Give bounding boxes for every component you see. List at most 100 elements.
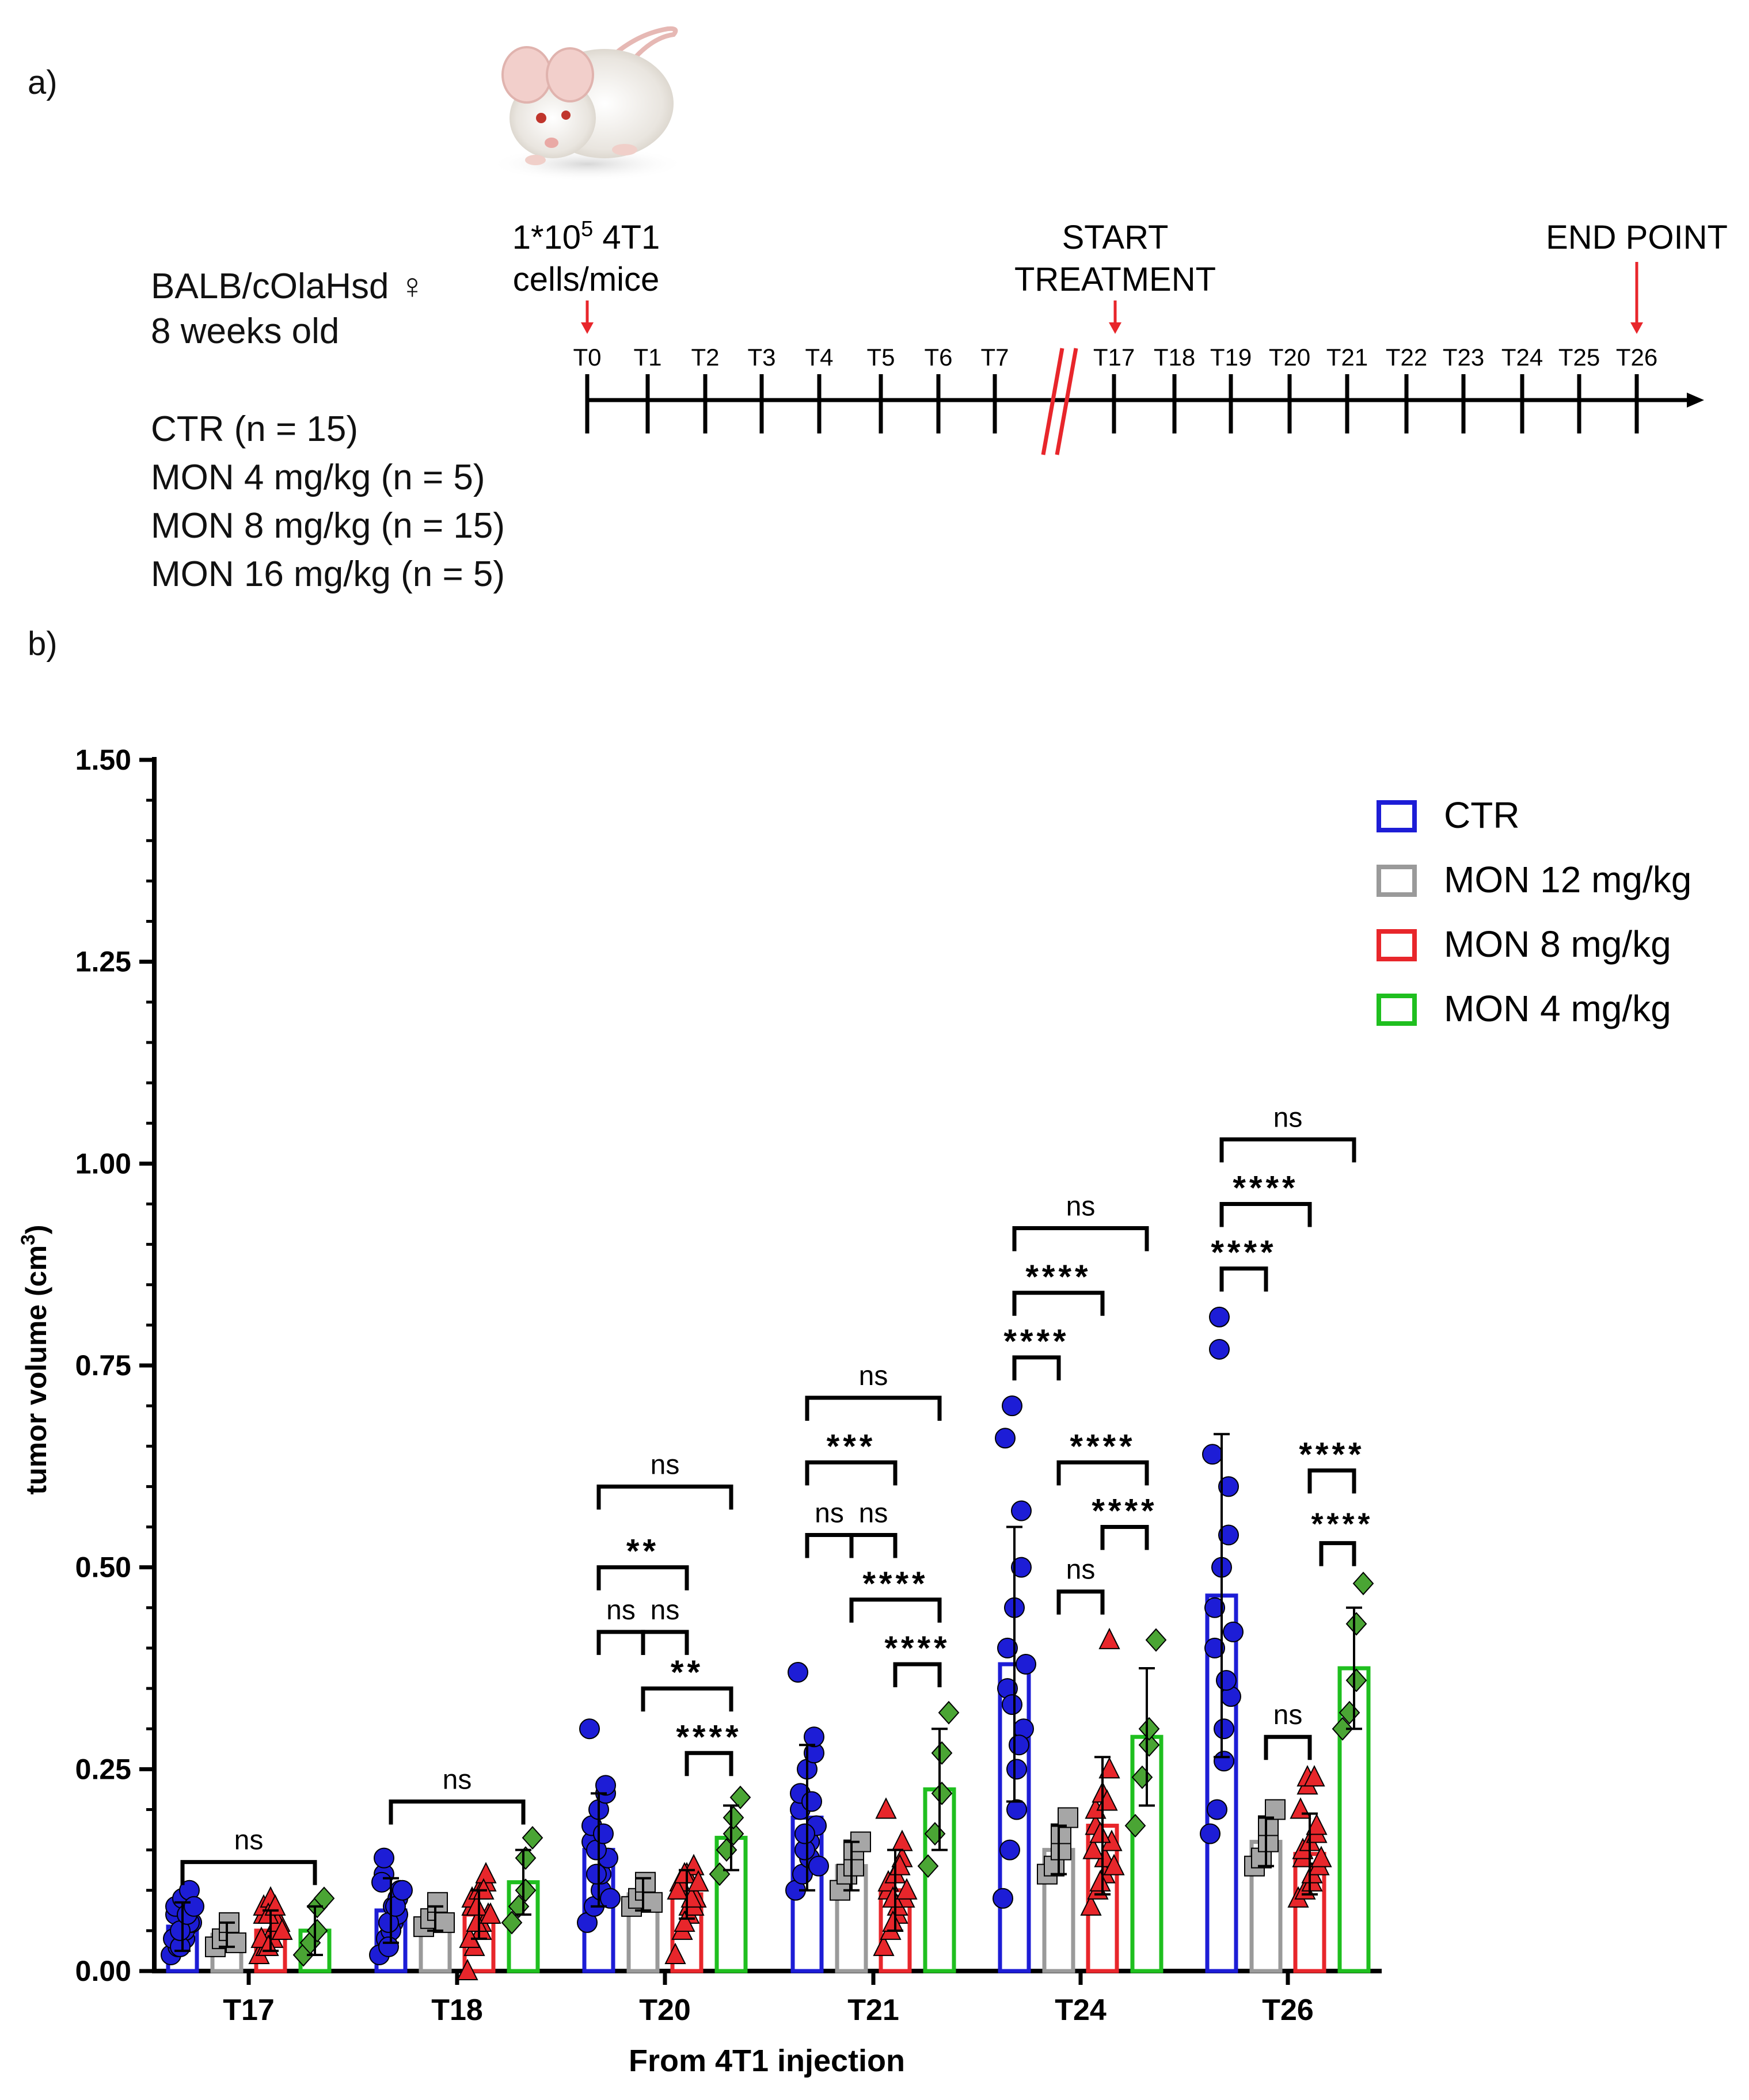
data-point — [1202, 1444, 1223, 1465]
significance-bracket — [805, 1460, 898, 1486]
data-point — [515, 1846, 537, 1870]
significance-bracket — [1056, 1589, 1105, 1615]
data-point — [1098, 1757, 1120, 1779]
red-arrowhead — [1630, 322, 1643, 334]
data-point — [1124, 1814, 1146, 1838]
significance-label: **** — [884, 1630, 950, 1667]
significance-label: ns — [1273, 1700, 1303, 1730]
data-point — [1345, 1612, 1367, 1636]
legend-label: CTR — [1444, 794, 1520, 836]
data-point — [1080, 1894, 1102, 1916]
significance-bracket — [389, 1799, 526, 1825]
data-point — [891, 1829, 913, 1851]
data-point — [896, 1878, 918, 1900]
significance-label: **** — [1299, 1436, 1364, 1473]
significance-label: ** — [626, 1533, 659, 1570]
data-point — [600, 1888, 621, 1909]
group-label: CTR (n = 15) — [151, 409, 359, 449]
significance-bracket — [1056, 1460, 1149, 1486]
timepoint-label: T19 — [1210, 344, 1252, 371]
legend-swatch — [1377, 800, 1417, 832]
significance-label: ns — [859, 1498, 888, 1529]
significance-label: ns — [443, 1764, 472, 1795]
data-point — [475, 1862, 497, 1884]
timepoint-label: T25 — [1558, 344, 1600, 371]
data-point — [931, 1781, 953, 1805]
data-point — [271, 1918, 293, 1940]
data-point — [515, 1878, 537, 1903]
data-point — [1290, 1797, 1311, 1819]
significance-label: *** — [827, 1428, 876, 1465]
timepoint-label: T21 — [1326, 344, 1368, 371]
panel-b-label: b) — [28, 625, 58, 663]
break-mark — [1055, 348, 1078, 455]
data-point — [1082, 1838, 1104, 1859]
data-point — [664, 1942, 686, 1964]
y-axis-label: tumor volume (cm3) — [17, 1225, 52, 1495]
data-point — [931, 1741, 953, 1765]
break-mark — [1041, 348, 1064, 455]
significance-bracket — [1264, 1734, 1312, 1760]
significance-label: **** — [1311, 1507, 1373, 1542]
significance-bracket — [1012, 1226, 1149, 1251]
data-point — [1223, 1621, 1244, 1642]
timeline-arrowhead — [1687, 393, 1704, 408]
significance-bracket — [1219, 1137, 1356, 1163]
data-point — [667, 1878, 689, 1900]
data-point — [466, 1894, 488, 1916]
data-point — [995, 1428, 1016, 1449]
red-arrowhead — [1109, 322, 1121, 334]
data-point — [674, 1910, 695, 1932]
significance-label: **** — [1211, 1234, 1276, 1272]
data-point — [794, 1823, 815, 1844]
data-point — [586, 1863, 607, 1885]
data-point — [1089, 1870, 1111, 1892]
red-arrowhead — [581, 322, 594, 334]
data-point — [378, 1936, 399, 1957]
significance-label: **** — [676, 1718, 742, 1756]
data-point — [1214, 1751, 1234, 1772]
data-point — [595, 1775, 616, 1796]
data-point — [1214, 1718, 1234, 1740]
significance-bracket — [641, 1686, 733, 1712]
significance-label: **** — [1025, 1258, 1091, 1296]
timepoint-label: T1 — [633, 344, 661, 371]
strain-label: BALB/cOlaHsd ♀ — [151, 267, 426, 306]
data-point — [808, 1855, 829, 1877]
data-point — [1345, 1668, 1367, 1692]
timepoint-label: T3 — [747, 344, 775, 371]
significance-label: ns — [1066, 1192, 1096, 1222]
data-point — [1207, 1799, 1227, 1820]
significance-bracket — [805, 1395, 942, 1421]
significance-bracket — [849, 1597, 942, 1623]
data-point — [1352, 1572, 1374, 1596]
significance-bracket — [1319, 1541, 1356, 1566]
legend-swatch — [1377, 994, 1417, 1026]
significance-bracket — [685, 1751, 733, 1776]
timepoint-label: T0 — [573, 344, 601, 371]
data-point — [313, 1886, 335, 1911]
timepoint-label: T22 — [1386, 344, 1427, 371]
data-point — [1332, 1717, 1353, 1741]
significance-label: **** — [1233, 1169, 1298, 1207]
data-point — [917, 1854, 939, 1878]
data-point — [729, 1785, 751, 1809]
data-point — [687, 1870, 709, 1892]
data-point — [457, 1958, 478, 1980]
legend-label: MON 4 mg/kg — [1444, 988, 1671, 1029]
significance-bracket — [1012, 1291, 1105, 1316]
data-point — [593, 1823, 614, 1844]
panel-a-label: a) — [28, 64, 58, 101]
y-tick-label: 0.50 — [75, 1551, 131, 1584]
y-tick-label: 1.25 — [75, 946, 131, 978]
treatment-label: TREATMENT — [1014, 261, 1216, 298]
data-point — [1002, 1395, 1022, 1417]
group-label: MON 4 mg/kg (n = 5) — [151, 458, 485, 497]
data-point — [999, 1839, 1020, 1861]
data-point — [875, 1797, 897, 1819]
end-point-label: END POINT — [1546, 219, 1728, 256]
data-point — [480, 1902, 501, 1924]
injection-label: 1*105 4T1 — [512, 217, 660, 256]
